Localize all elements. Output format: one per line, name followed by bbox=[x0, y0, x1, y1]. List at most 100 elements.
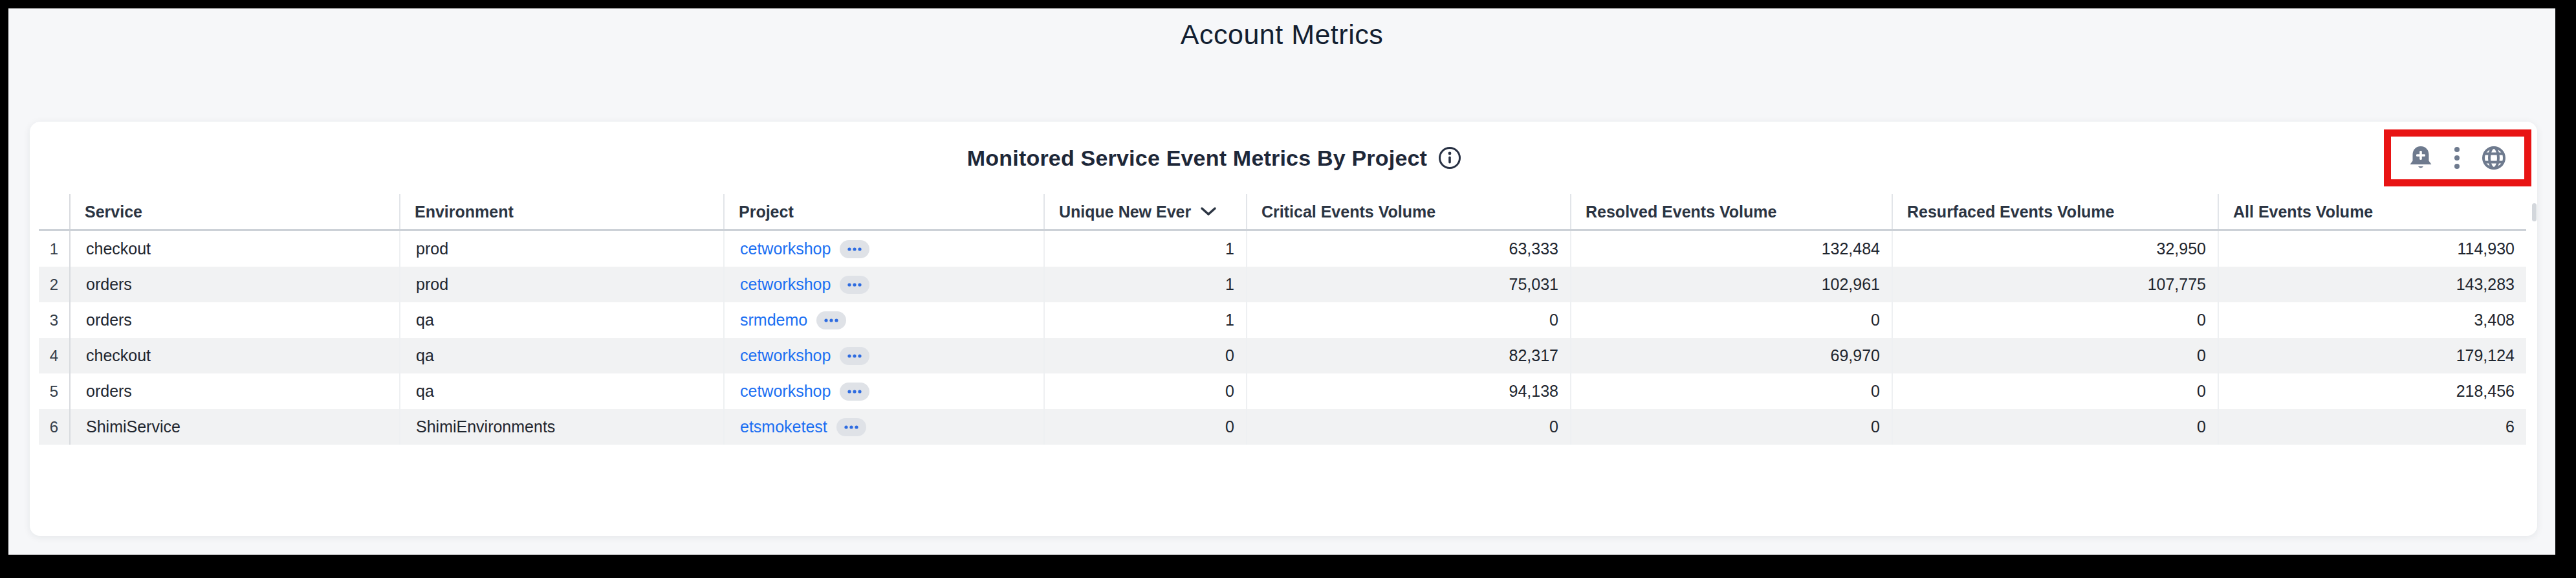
project-link[interactable]: etsmoketest bbox=[740, 417, 827, 436]
cell-critical: 82,317 bbox=[1246, 338, 1570, 373]
cell-resolved: 69,970 bbox=[1570, 338, 1892, 373]
cell-environment: prod bbox=[399, 267, 723, 302]
cell-resurfaced: 0 bbox=[1892, 302, 2218, 338]
cell-all: 6 bbox=[2218, 409, 2526, 445]
cell-critical: 75,031 bbox=[1246, 267, 1570, 302]
ellipsis-pill-icon[interactable] bbox=[836, 418, 866, 436]
ellipsis-pill-icon[interactable] bbox=[840, 347, 869, 365]
cell-resurfaced: 0 bbox=[1892, 373, 2218, 409]
cell-project: cetworkshop bbox=[723, 231, 1043, 267]
column-header-label: Critical Events Volume bbox=[1261, 203, 1435, 221]
cell-resurfaced: 0 bbox=[1892, 338, 2218, 373]
column-header-environment[interactable]: Environment bbox=[399, 194, 723, 229]
column-header-resolved[interactable]: Resolved Events Volume bbox=[1570, 194, 1892, 229]
cell-resolved: 0 bbox=[1570, 302, 1892, 338]
cell-environment: ShimiEnvironments bbox=[399, 409, 723, 445]
cell-critical: 63,333 bbox=[1246, 231, 1570, 267]
sort-desc-chevron-icon bbox=[1200, 206, 1217, 217]
cell-resolved: 0 bbox=[1570, 409, 1892, 445]
column-header-project[interactable]: Project bbox=[723, 194, 1043, 229]
cell-service: orders bbox=[69, 302, 399, 338]
cell-project: cetworkshop bbox=[723, 373, 1043, 409]
cell-service: ShimiService bbox=[69, 409, 399, 445]
cell-resolved: 0 bbox=[1570, 373, 1892, 409]
column-header-unique[interactable]: Unique New Ever bbox=[1043, 194, 1246, 229]
column-header-label: Environment bbox=[415, 203, 514, 221]
column-header-label: Resolved Events Volume bbox=[1586, 203, 1776, 221]
cell-project: cetworkshop bbox=[723, 338, 1043, 373]
widget-header: Monitored Service Event Metrics By Proje… bbox=[30, 122, 2537, 194]
cell-resurfaced: 107,775 bbox=[1892, 267, 2218, 302]
cell-unique: 1 bbox=[1043, 267, 1246, 302]
kebab-menu-icon[interactable] bbox=[2453, 145, 2461, 171]
row-number-header bbox=[39, 194, 69, 229]
column-header-label: Service bbox=[85, 203, 142, 221]
ellipsis-pill-icon[interactable] bbox=[816, 311, 846, 329]
column-header-label: Unique New Ever bbox=[1059, 203, 1191, 221]
create-monitor-bell-icon[interactable] bbox=[2408, 144, 2434, 172]
table-header-row: Service Environment Project Unique New Ever… bbox=[39, 194, 2526, 231]
table-row: 3ordersqasrmdemo10003,408 bbox=[39, 302, 2526, 338]
cell-project: srmdemo bbox=[723, 302, 1043, 338]
ellipsis-pill-icon[interactable] bbox=[840, 383, 869, 401]
cell-resurfaced: 0 bbox=[1892, 409, 2218, 445]
column-header-critical[interactable]: Critical Events Volume bbox=[1246, 194, 1570, 229]
cell-resurfaced: 32,950 bbox=[1892, 231, 2218, 267]
cell-service: checkout bbox=[69, 338, 399, 373]
scrollbar-thumb[interactable] bbox=[2532, 203, 2537, 221]
cell-project: etsmoketest bbox=[723, 409, 1043, 445]
row-number-cell: 2 bbox=[39, 267, 69, 302]
column-header-label: All Events Volume bbox=[2233, 203, 2373, 221]
cell-project: cetworkshop bbox=[723, 267, 1043, 302]
cell-service: orders bbox=[69, 267, 399, 302]
column-header-resurfaced[interactable]: Resurfaced Events Volume bbox=[1892, 194, 2218, 229]
table-row: 4checkoutqacetworkshop082,31769,9700179,… bbox=[39, 338, 2526, 373]
project-link[interactable]: srmdemo bbox=[740, 311, 807, 329]
column-header-label: Resurfaced Events Volume bbox=[1907, 203, 2114, 221]
cell-resolved: 132,484 bbox=[1570, 231, 1892, 267]
project-link[interactable]: cetworkshop bbox=[740, 239, 831, 258]
ellipsis-pill-icon[interactable] bbox=[840, 240, 869, 258]
cell-all: 3,408 bbox=[2218, 302, 2526, 338]
cell-all: 179,124 bbox=[2218, 338, 2526, 373]
project-link[interactable]: cetworkshop bbox=[740, 382, 831, 401]
row-number-cell: 6 bbox=[39, 409, 69, 445]
cell-critical: 0 bbox=[1246, 409, 1570, 445]
cell-unique: 1 bbox=[1043, 231, 1246, 267]
cell-service: orders bbox=[69, 373, 399, 409]
cell-unique: 0 bbox=[1043, 373, 1246, 409]
cell-environment: prod bbox=[399, 231, 723, 267]
cell-all: 218,456 bbox=[2218, 373, 2526, 409]
project-link[interactable]: cetworkshop bbox=[740, 275, 831, 294]
row-number-cell: 3 bbox=[39, 302, 69, 338]
globe-icon[interactable] bbox=[2480, 144, 2507, 172]
cell-unique: 1 bbox=[1043, 302, 1246, 338]
cell-unique: 0 bbox=[1043, 338, 1246, 373]
project-link[interactable]: cetworkshop bbox=[740, 346, 831, 365]
ellipsis-pill-icon[interactable] bbox=[840, 276, 869, 294]
page-title: Account Metrics bbox=[8, 19, 2555, 50]
cell-all: 114,930 bbox=[2218, 231, 2526, 267]
metrics-widget: Monitored Service Event Metrics By Proje… bbox=[30, 122, 2537, 536]
column-header-service[interactable]: Service bbox=[69, 194, 399, 229]
row-number-cell: 5 bbox=[39, 373, 69, 409]
table-row: 6ShimiServiceShimiEnvironmentsetsmoketes… bbox=[39, 409, 2526, 445]
info-icon[interactable] bbox=[1437, 146, 1462, 170]
annotation-highlight-box bbox=[2384, 129, 2531, 186]
cell-environment: qa bbox=[399, 373, 723, 409]
table-row: 5ordersqacetworkshop094,13800218,456 bbox=[39, 373, 2526, 409]
widget-title-wrap: Monitored Service Event Metrics By Proje… bbox=[45, 146, 2384, 171]
widget-title: Monitored Service Event Metrics By Proje… bbox=[967, 146, 1427, 171]
cell-critical: 0 bbox=[1246, 302, 1570, 338]
column-header-all[interactable]: All Events Volume bbox=[2218, 194, 2526, 229]
row-number-cell: 1 bbox=[39, 231, 69, 267]
table-row: 1checkoutprodcetworkshop163,333132,48432… bbox=[39, 231, 2526, 267]
table-row: 2ordersprod cetworkshop 175,031102,961107,… bbox=[39, 267, 2526, 302]
cell-unique: 0 bbox=[1043, 409, 1246, 445]
cell-all: 143,283 bbox=[2218, 267, 2526, 302]
cell-environment: qa bbox=[399, 302, 723, 338]
metrics-table: Service Environment Project Unique New Ever… bbox=[39, 194, 2526, 445]
cell-service: checkout bbox=[69, 231, 399, 267]
cell-resolved: 102,961 bbox=[1570, 267, 1892, 302]
column-header-label: Project bbox=[739, 203, 794, 221]
